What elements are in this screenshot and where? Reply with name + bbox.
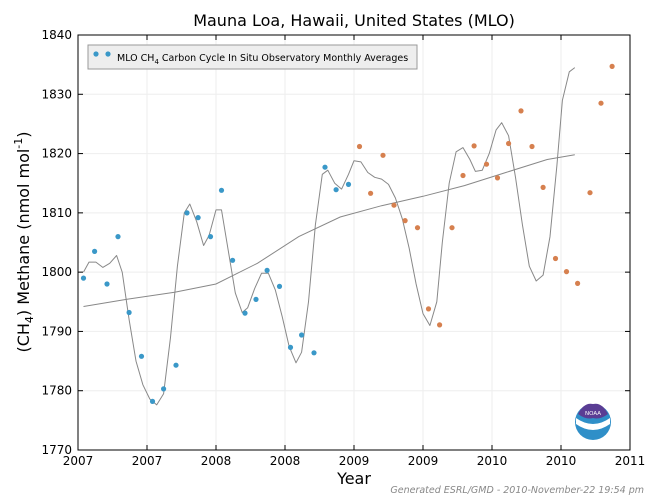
y-tick-label: 1780 [41,384,72,398]
noaa-logo-text: NOAA [585,411,601,417]
data-point [494,175,501,181]
data-point [322,164,328,170]
data-point [609,63,615,69]
legend: MLO CH4 Carbon Cycle In Situ Observatory… [87,44,418,70]
legend-marker-2 [105,51,111,57]
data-point [529,143,535,150]
legend-box [87,44,418,70]
data-point [380,152,386,158]
data-point [161,386,167,392]
data-point [518,108,524,114]
data-point [207,234,214,240]
data-point [563,269,570,275]
y-tick-label: 1770 [41,443,72,457]
data-point [311,350,317,356]
data-point [230,257,236,263]
data-point [149,398,156,404]
data-point [218,187,225,193]
y-tick-labels: 1770 1780 1790 1800 1810 1820 1830 1840 [41,28,72,457]
data-point [368,190,374,196]
legend-label-sub: 4 [154,58,159,66]
data-point [425,306,432,312]
x-tick-label: 2010 [477,454,508,468]
data-point [173,362,179,368]
axis-ticks [77,34,631,451]
fit-curve [83,67,576,406]
data-point [460,172,466,179]
y-tick-label: 1820 [41,147,72,161]
data-point [598,100,604,106]
y-axis-label-end: ) [14,131,33,137]
x-axis-label: Year [336,469,371,488]
data-point [126,309,132,316]
legend-label-pre: MLO CH [117,53,154,64]
trend-line-layer [83,154,575,307]
data-point [540,184,546,190]
data-point [299,332,305,338]
data-points [80,63,615,404]
y-axis-label-close: ) Methane (nmol mol [14,149,33,316]
data-point [276,283,283,289]
y-axis-label-sub: 4 [23,316,36,323]
data-point [471,143,477,149]
data-point [104,281,110,287]
y-axis-label-open: (CH [14,323,33,352]
y-tick-label: 1810 [41,206,72,220]
data-point [138,353,145,359]
data-point [552,255,559,262]
x-tick-labels: 2007 2007 2008 2008 2009 2009 2010 2010 2011 [63,454,646,468]
data-point [80,275,87,281]
x-tick-label: 2008 [270,454,301,468]
data-point [414,225,421,231]
data-point [264,267,270,273]
data-point [391,202,397,208]
data-point [195,215,201,221]
y-axis-label: (CH4) Methane (nmol mol-1) [12,131,36,352]
legend-label-post: Carbon Cycle In Situ Observatory Monthly… [159,53,408,64]
y-tick-label: 1800 [41,265,72,279]
data-point [506,140,512,147]
data-point [184,210,190,216]
y-tick-label: 1830 [41,87,72,101]
data-point [356,143,363,150]
noaa-logo-white-band [576,418,610,430]
noaa-logo-bird [578,403,608,419]
y-tick-label: 1840 [41,28,72,42]
data-point [437,322,443,328]
x-tick-label: 2011 [615,454,646,468]
data-point [333,187,339,193]
data-point [115,234,121,240]
legend-marker-1 [93,51,99,57]
noaa-logo: NOAA [575,403,611,440]
x-tick-label: 2009 [408,454,439,468]
data-point [402,218,408,224]
x-tick-label: 2010 [546,454,577,468]
x-tick-label: 2007 [132,454,163,468]
grid-lines [78,35,630,450]
data-point [92,248,98,254]
y-tick-label: 1790 [41,324,72,338]
generated-footer: Generated ESRL/GMD - 2010-November-22 19… [390,485,644,496]
legend-label: MLO CH4 Carbon Cycle In Situ Observatory… [117,53,408,66]
fit-curve-layer [83,67,576,406]
y-axis-label-sup: -1 [12,138,25,149]
x-tick-label: 2007 [63,454,94,468]
trend-line [83,154,575,307]
chart-title: Mauna Loa, Hawaii, United States (MLO) [193,11,515,30]
data-point [287,344,294,350]
data-point [242,310,248,316]
data-point [253,296,259,302]
data-point [587,190,593,196]
data-point [575,280,581,286]
x-tick-label: 2008 [201,454,232,468]
x-tick-label: 2009 [339,454,370,468]
data-point [345,181,352,187]
data-point [449,225,455,231]
data-point [483,161,490,167]
